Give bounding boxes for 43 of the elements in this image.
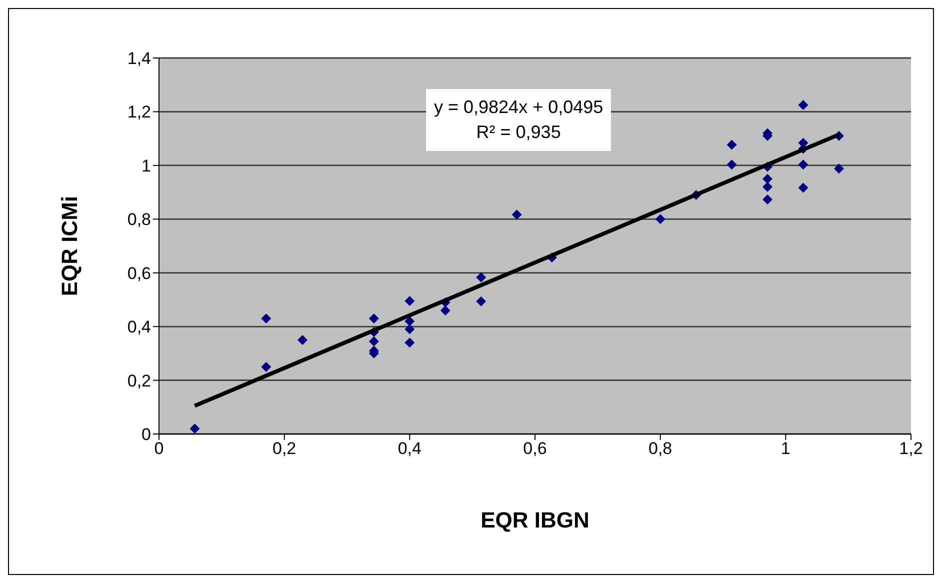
point — [261, 362, 272, 372]
point — [190, 424, 200, 434]
x-tick-label: 0 — [154, 439, 164, 458]
x-tick-label: 1 — [780, 439, 790, 458]
point — [834, 164, 844, 174]
x-tick-label: 1,2 — [899, 439, 923, 458]
point — [404, 338, 415, 348]
x-tick-label: 0,4 — [398, 439, 422, 458]
annotation: y = 0,9824x + 0,0495 — [434, 96, 604, 119]
point — [404, 316, 415, 326]
point — [512, 210, 522, 220]
point — [298, 335, 308, 345]
annotation: R² = 0,935 — [475, 121, 562, 144]
y-axis-title: EQR ICMi — [56, 196, 82, 296]
x-tick-label: 0,2 — [272, 439, 296, 458]
point — [798, 100, 808, 110]
x-tick-label: 0,6 — [523, 439, 547, 458]
point — [762, 174, 772, 184]
point — [798, 182, 808, 193]
point — [368, 336, 379, 346]
y-tick-label: 0,6 — [127, 264, 151, 283]
point — [726, 140, 737, 150]
point — [261, 314, 272, 324]
point — [404, 324, 415, 334]
point — [476, 272, 486, 282]
x-axis-title: EQR IBGN — [480, 508, 590, 533]
point — [440, 305, 450, 316]
y-tick-label: 0,4 — [127, 318, 151, 337]
point — [476, 296, 486, 306]
y-tick-label: 1 — [142, 156, 151, 176]
point — [404, 296, 415, 306]
point — [655, 214, 666, 224]
point — [368, 314, 379, 324]
point — [798, 160, 808, 170]
point — [762, 194, 772, 205]
y-tick-label: 0,2 — [127, 371, 151, 390]
x-tick-label: 0,8 — [648, 439, 672, 458]
y-tick-label: 1,4 — [127, 49, 151, 68]
point — [762, 182, 772, 192]
point — [726, 160, 737, 170]
y-tick-label: 1,2 — [127, 102, 151, 122]
y-tick-label: 0,8 — [127, 210, 151, 230]
y-tick-label: 0 — [142, 425, 151, 444]
